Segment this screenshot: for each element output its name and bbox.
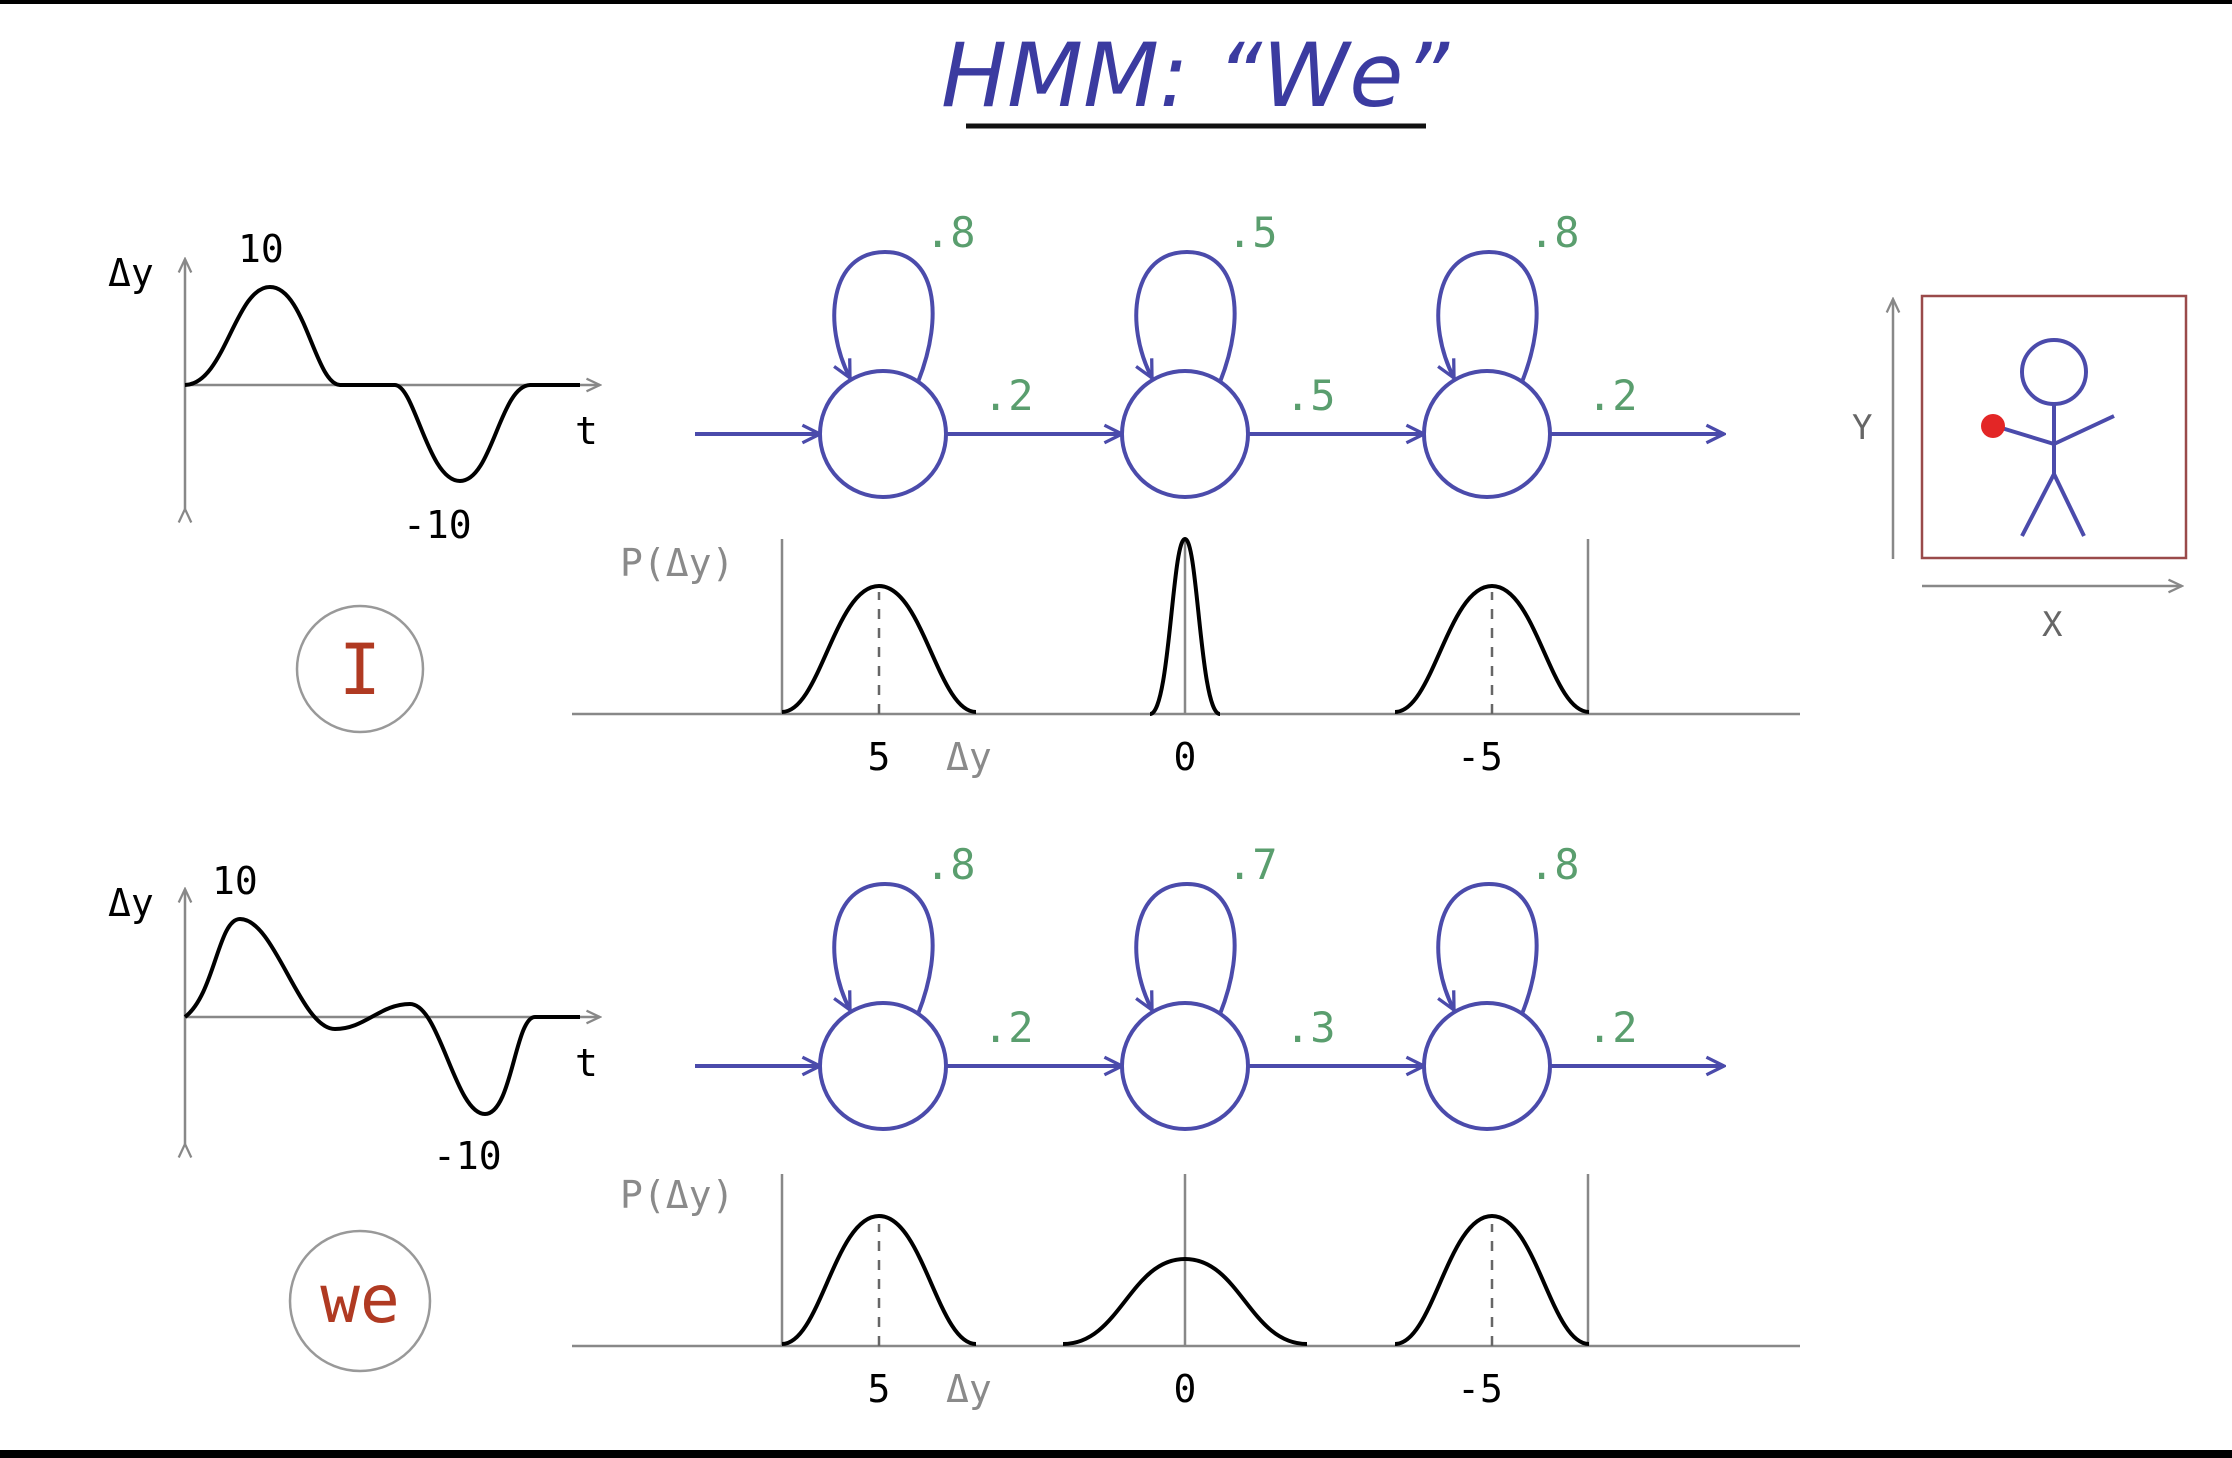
diagram-canvas: HMM: “We” Δy t 10 -10 I . [108, 24, 2188, 1411]
word-circle-we [288, 1229, 432, 1373]
y-axis-label: Δy [108, 881, 154, 925]
trans-prob-3: .2 [1587, 371, 1638, 420]
tick-1: 5 [868, 735, 891, 779]
p-label: P(Δy) [620, 1173, 734, 1217]
emission-plots-we: P(Δy) Δy 5 0 -5 [572, 1173, 1800, 1411]
y-axis-label: Δy [108, 251, 154, 295]
signal-plot-i: Δy t 10 -10 [108, 227, 600, 547]
state-node-1 [818, 369, 948, 499]
self-prob-2: .5 [1227, 208, 1278, 257]
tick-2: 0 [1174, 1367, 1197, 1411]
state-node-2 [1120, 369, 1250, 499]
hmm-chain-i: .8 .5 .8 .2 .5 .2 [695, 208, 1724, 499]
self-loop-2 [1134, 881, 1237, 1015]
gaussian-3 [1394, 1213, 1590, 1346]
frame-x-label: X [2042, 605, 2063, 645]
x-label: Δy [946, 735, 992, 779]
trans-prob-2: .3 [1285, 1003, 1336, 1052]
stick-head [2020, 338, 2088, 406]
state-node-3 [1422, 369, 1552, 499]
self-loop-3 [1436, 249, 1539, 383]
self-prob-3: .8 [1529, 840, 1580, 889]
stick-leg-left [2020, 473, 2056, 537]
self-loop-2 [1134, 249, 1237, 383]
state-node-3 [1422, 1001, 1552, 1131]
trans-prob-1: .2 [983, 1003, 1034, 1052]
self-loop-3 [1436, 881, 1539, 1015]
t-axis-label: t [575, 1041, 598, 1085]
word-label: I [339, 629, 381, 711]
state-node-1 [818, 1001, 948, 1131]
hand-marker-dot [1981, 414, 2005, 438]
slide: HMM: “We” Δy t 10 -10 I . [0, 4, 2232, 1450]
stick-arm-right [2053, 414, 2115, 446]
self-loop-1 [832, 881, 935, 1015]
p-label: P(Δy) [620, 541, 734, 585]
t-axis-label: t [575, 409, 598, 453]
self-loop-1 [832, 249, 935, 383]
gaussian-1 [781, 1213, 977, 1346]
frame-y-label: Y [1852, 408, 1872, 448]
page-title: HMM: “We” [941, 24, 1450, 127]
signal-curve [184, 284, 580, 484]
hmm-chain-we: .8 .7 .8 .2 .3 .2 [695, 840, 1724, 1131]
gaussian-1 [781, 583, 977, 714]
frame-box [1920, 294, 2188, 560]
trans-prob-3: .2 [1587, 1003, 1638, 1052]
trans-prob-2: .5 [1285, 371, 1336, 420]
word-label: we [320, 1261, 399, 1338]
tick-2: 0 [1174, 735, 1197, 779]
emission-plots-i: P(Δy) Δy 5 0 -5 [572, 536, 1800, 779]
row-we: Δy t 10 -10 we .8 .7 .8 .2 .3 .2 [108, 840, 1800, 1411]
max-label: 10 [238, 227, 284, 271]
gaussian-2 [1149, 536, 1221, 716]
gesture-frame: Y X [1852, 294, 2188, 645]
gaussian-3 [1394, 583, 1590, 714]
row-i: Δy t 10 -10 I .8 .5 .8 .2 .5 .2 [108, 208, 1800, 779]
signal-curve [183, 916, 580, 1117]
self-prob-1: .8 [925, 840, 976, 889]
stick-arm-left [1994, 424, 2055, 446]
x-label: Δy [946, 1367, 992, 1411]
state-node-2 [1120, 1001, 1250, 1131]
trans-prob-1: .2 [983, 371, 1034, 420]
min-label: -10 [403, 503, 472, 547]
self-prob-2: .7 [1227, 840, 1278, 889]
word-circle-i [295, 604, 425, 734]
stick-figure [1994, 338, 2115, 537]
self-prob-1: .8 [925, 208, 976, 257]
tick-1: 5 [868, 1367, 891, 1411]
tick-3: -5 [1457, 1367, 1503, 1411]
max-label: 10 [212, 859, 258, 903]
signal-plot-we: Δy t 10 -10 [108, 859, 600, 1178]
tick-3: -5 [1457, 735, 1503, 779]
self-prob-3: .8 [1529, 208, 1580, 257]
gaussian-2 [1062, 1256, 1308, 1346]
stick-leg-right [2052, 473, 2086, 537]
min-label: -10 [433, 1134, 502, 1178]
